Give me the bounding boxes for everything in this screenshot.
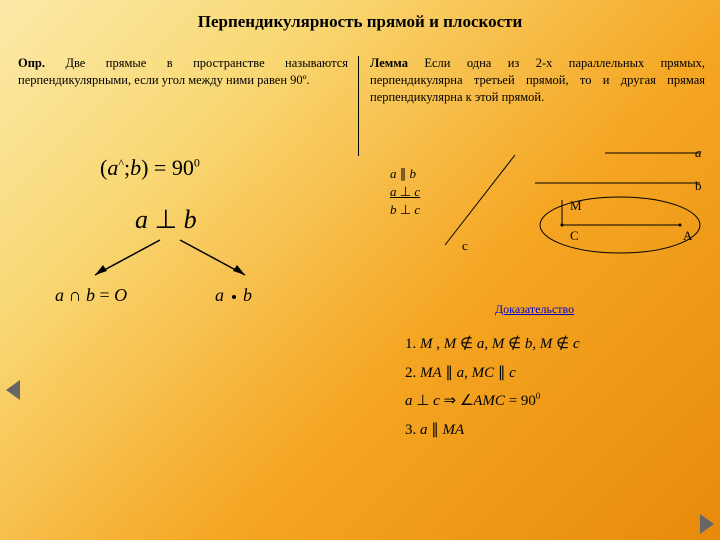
formula-skew: a b — [215, 285, 252, 306]
page-title: Перпендикулярность прямой и плоскости — [0, 12, 720, 32]
formula-intersect: a ∩ b = O — [55, 285, 127, 306]
proof-line-2: 2. MA ∥ a, MC ∥ c — [405, 359, 580, 388]
column-divider — [358, 56, 359, 156]
lemma-premise: a ∥ b a ⊥ c b ⊥ c — [390, 165, 420, 220]
label-C: C — [570, 228, 579, 244]
branch-arrows — [75, 235, 275, 285]
label-M: M — [570, 198, 582, 214]
definition-label: Опр. — [18, 56, 45, 70]
label-a: a — [695, 145, 702, 161]
label-c: c — [462, 238, 468, 254]
proof-line-3: a ⊥ c ⇒ ∠AMC = 900 — [405, 387, 580, 416]
definition-column: Опр. Две прямые в пространстве называютс… — [18, 55, 348, 89]
definition-body: Две прямые в пространстве называются пер… — [18, 56, 348, 87]
formula-angle: (a^;b) = 900 — [100, 155, 200, 181]
lemma-column: Лемма Если одна из 2-х параллельных прям… — [370, 55, 705, 106]
proof-steps: 1. M , M ∉ a, M ∉ b, M ∉ c 2. MA ∥ a, MC… — [405, 330, 580, 444]
nav-next-button[interactable] — [700, 514, 714, 534]
lemma-label: Лемма — [370, 56, 408, 70]
proof-line-4: 3. a ∥ MA — [405, 416, 580, 445]
label-b: b — [695, 178, 702, 194]
proof-link[interactable]: Доказательство — [495, 300, 574, 318]
proof-line-1: 1. M , M ∉ a, M ∉ b, M ∉ c — [405, 330, 580, 359]
lemma-body: Если одна из 2-х параллельных прямых, пе… — [370, 56, 705, 104]
formula-perp: a ⊥ b — [135, 205, 197, 235]
label-A: A — [683, 228, 692, 244]
definition-text: Опр. Две прямые в пространстве называютс… — [18, 55, 348, 89]
lemma-text: Лемма Если одна из 2-х параллельных прям… — [370, 55, 705, 106]
nav-prev-button[interactable] — [6, 380, 20, 400]
